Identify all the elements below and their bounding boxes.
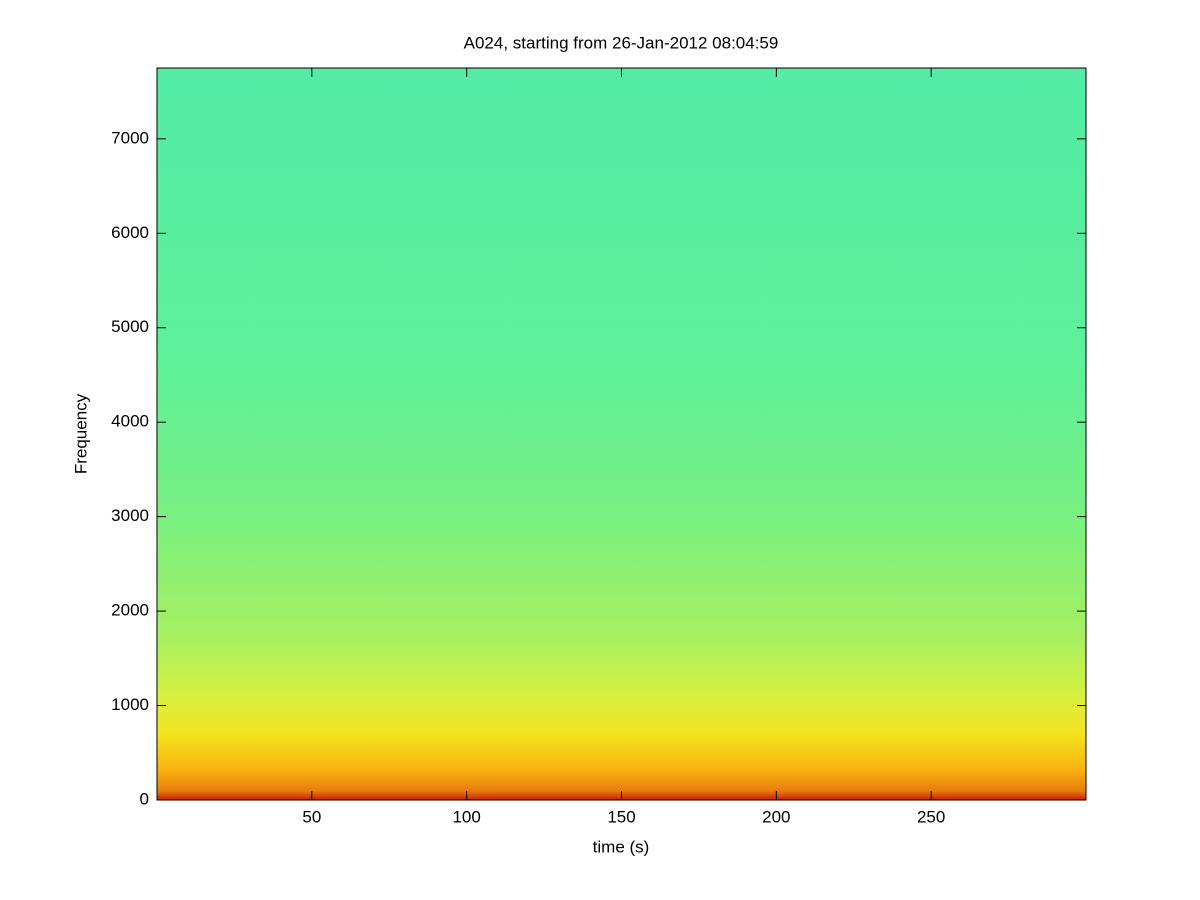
y-tick-label: 4000	[111, 412, 149, 431]
y-tick-label: 6000	[111, 223, 149, 242]
plot-area	[156, 67, 1087, 801]
x-tick-label: 250	[917, 807, 945, 826]
y-tick-label: 0	[140, 789, 149, 808]
y-tick-label: 1000	[111, 695, 149, 714]
y-tick-label: 2000	[111, 601, 149, 620]
spectrogram-image	[157, 68, 1086, 800]
y-tick-label: 3000	[111, 506, 149, 525]
y-tick-label: 7000	[111, 128, 149, 147]
spectrogram-texture	[157, 68, 1086, 800]
x-axis-label: time (s)	[593, 837, 650, 856]
x-tick-label: 200	[762, 807, 790, 826]
y-tick-label: 5000	[111, 317, 149, 336]
x-tick-label: 50	[302, 807, 321, 826]
chart-title: A024, starting from 26-Jan-2012 08:04:59	[464, 33, 779, 52]
x-tick-label: 100	[452, 807, 480, 826]
x-tick-label: 150	[607, 807, 635, 826]
y-axis-label: Frequency	[71, 393, 90, 474]
